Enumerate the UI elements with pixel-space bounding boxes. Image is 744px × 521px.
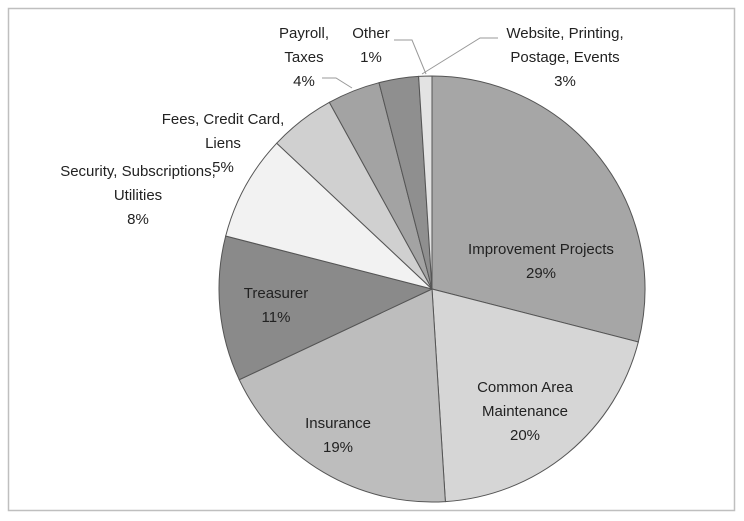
value-label: 5% (212, 159, 234, 176)
value-label: 29% (525, 265, 557, 282)
pie-slice (431, 288, 639, 503)
category-label: Insurance (305, 415, 371, 432)
pie-slice (225, 142, 433, 290)
category-label: Common Area Maintenance (477, 379, 573, 420)
value-label: 8% (127, 211, 149, 228)
leader-line (421, 37, 498, 75)
value-label: 3% (554, 73, 576, 90)
slice-label: Security, Subscriptions, Utilities 8% (38, 160, 238, 232)
pie-slice (418, 75, 433, 290)
slice-label: Treasurer 11% (216, 282, 336, 330)
category-label: Website, Printing, Postage, Events (506, 25, 624, 66)
slice-label: Common Area Maintenance 20% (465, 376, 585, 448)
category-label: Treasurer (243, 285, 309, 302)
category-label: Other (352, 25, 390, 42)
pie-slice (431, 75, 646, 343)
slice-label: Payroll, Taxes 4% (268, 22, 340, 94)
value-label: 19% (322, 439, 354, 456)
category-label: Improvement Projects (468, 241, 614, 258)
pie (218, 75, 646, 503)
category-label: Payroll, Taxes (278, 25, 330, 66)
leader-lines (322, 37, 498, 89)
value-label: 11% (261, 309, 291, 326)
pie-slice (218, 235, 434, 381)
value-label: 20% (509, 427, 541, 444)
slice-label: Insurance 19% (278, 412, 398, 460)
slice-label: Website, Printing, Postage, Events 3% (490, 22, 640, 94)
category-label: Fees, Credit Card, Liens (161, 111, 285, 152)
slice-label: Improvement Projects 29% (431, 238, 651, 286)
slice-label: Other 1% (341, 22, 401, 70)
leader-line (394, 39, 427, 75)
value-label: 4% (293, 73, 315, 90)
leader-line (322, 77, 353, 89)
value-label: 1% (360, 49, 382, 66)
category-label: Security, Subscriptions, Utilities (60, 163, 216, 204)
slice-label: Fees, Credit Card, Liens 5% (146, 108, 301, 180)
pie-slice (238, 288, 446, 503)
